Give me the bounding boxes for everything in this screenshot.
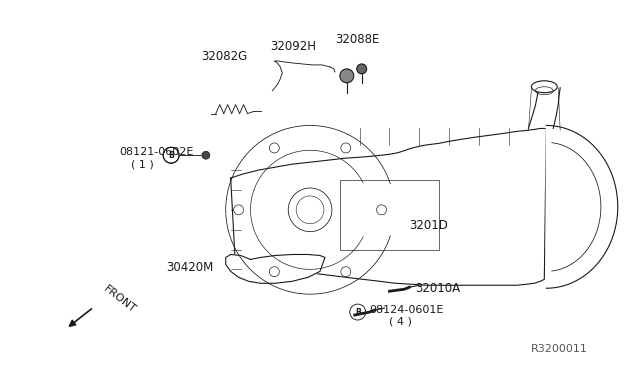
Text: 30420M: 30420M	[166, 261, 213, 274]
Text: ( 4 ): ( 4 )	[390, 317, 412, 327]
Circle shape	[269, 143, 279, 153]
Polygon shape	[230, 128, 547, 285]
Polygon shape	[226, 254, 325, 283]
Circle shape	[340, 69, 354, 83]
Ellipse shape	[531, 81, 557, 93]
Circle shape	[288, 188, 332, 232]
Circle shape	[356, 64, 367, 74]
Text: 08121-0602E: 08121-0602E	[120, 147, 194, 157]
Text: B: B	[168, 151, 174, 160]
Text: ( 1 ): ( 1 )	[131, 159, 154, 169]
Text: 32082G: 32082G	[201, 50, 247, 63]
Text: R3200011: R3200011	[531, 344, 588, 354]
Circle shape	[234, 205, 244, 215]
Text: 08124-0601E: 08124-0601E	[370, 305, 444, 315]
Text: 32092H: 32092H	[270, 40, 316, 53]
Bar	[340, 180, 439, 250]
Circle shape	[202, 151, 210, 159]
Polygon shape	[547, 125, 618, 288]
Circle shape	[163, 147, 179, 163]
Text: 32010A: 32010A	[415, 282, 460, 295]
Circle shape	[376, 205, 387, 215]
Text: FRONT: FRONT	[102, 283, 138, 315]
Text: B: B	[355, 308, 360, 317]
Circle shape	[341, 143, 351, 153]
Text: 3201D: 3201D	[410, 219, 448, 232]
Circle shape	[341, 267, 351, 277]
Text: 32088E: 32088E	[335, 33, 380, 46]
Circle shape	[269, 267, 279, 277]
